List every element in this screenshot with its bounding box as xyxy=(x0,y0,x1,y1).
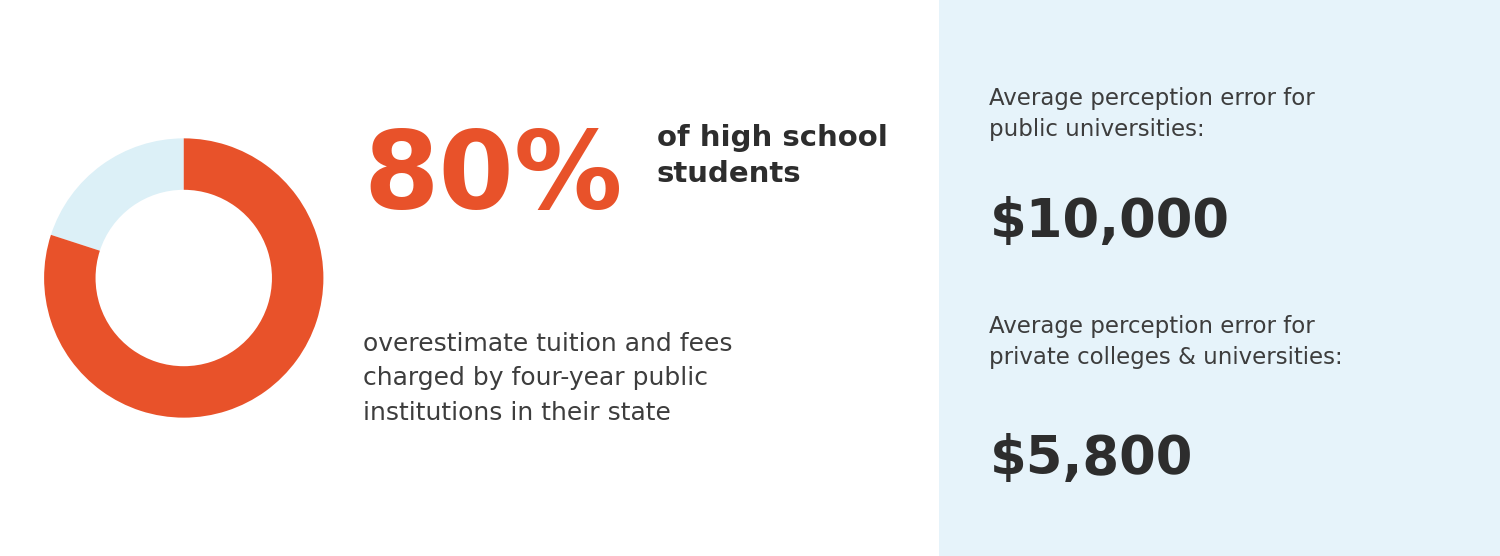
Text: 80%: 80% xyxy=(363,125,622,231)
Text: $5,800: $5,800 xyxy=(990,433,1192,485)
Wedge shape xyxy=(51,138,183,251)
Text: Average perception error for
public universities:: Average perception error for public univ… xyxy=(990,87,1316,141)
Text: Average perception error for
private colleges & universities:: Average perception error for private col… xyxy=(990,315,1342,369)
Text: overestimate tuition and fees
charged by four-year public
institutions in their : overestimate tuition and fees charged by… xyxy=(363,331,732,425)
Text: of high school
students: of high school students xyxy=(657,124,888,187)
FancyBboxPatch shape xyxy=(939,0,1500,556)
Wedge shape xyxy=(44,138,324,418)
Text: $10,000: $10,000 xyxy=(990,196,1230,249)
